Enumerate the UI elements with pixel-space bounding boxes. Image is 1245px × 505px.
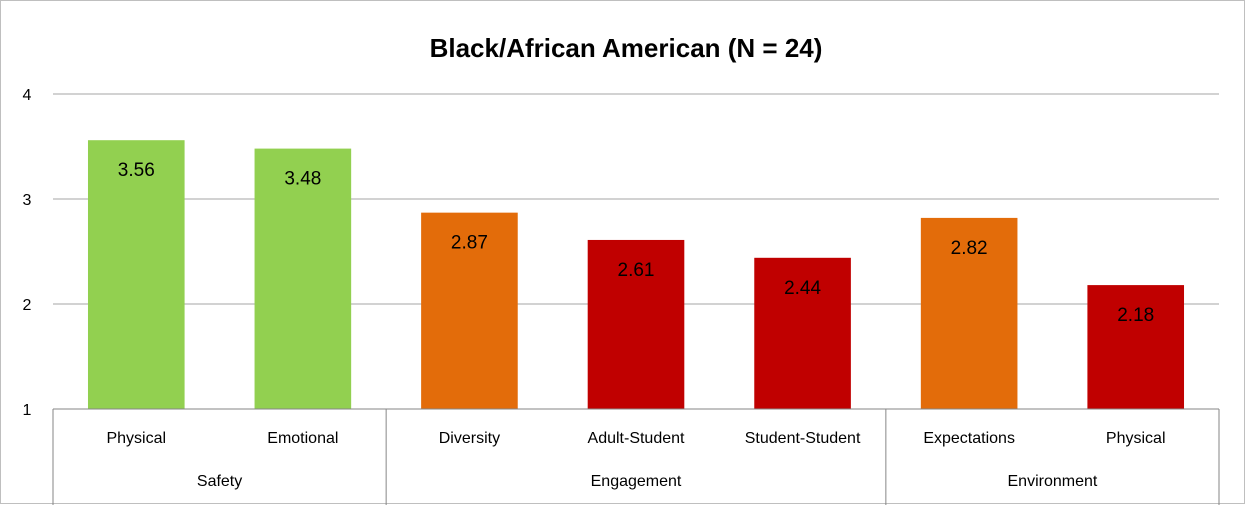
bar-safety-physical xyxy=(87,140,185,409)
bar-environment-physical xyxy=(1087,285,1185,409)
data-label: 3.56 xyxy=(118,160,155,181)
x-group-label: Engagement xyxy=(591,473,682,490)
x-category-label: Adult-Student xyxy=(588,430,686,447)
x-category-label: Emotional xyxy=(267,430,338,447)
bar-engagement-diversity xyxy=(421,212,518,409)
bar-safety-emotional xyxy=(254,148,352,409)
data-label: 2.82 xyxy=(951,238,988,259)
x-category-label: Expectations xyxy=(923,430,1015,447)
x-group-label: Environment xyxy=(1008,473,1098,490)
data-label: 2.61 xyxy=(618,260,655,281)
data-label: 2.44 xyxy=(784,278,821,299)
y-tick-label: 1 xyxy=(23,402,32,419)
y-tick-label: 3 xyxy=(23,192,32,209)
data-label: 3.48 xyxy=(284,169,321,190)
data-label: 2.87 xyxy=(451,233,488,254)
y-tick-label: 4 xyxy=(23,87,32,104)
x-category-label: Physical xyxy=(1106,430,1166,447)
x-axis: Physical Emotional Diversity Adult-Student S… xyxy=(52,408,1220,505)
data-labels: 3.56 3.48 2.87 2.61 2.44 2.82 2.18 xyxy=(118,160,1154,326)
bars xyxy=(87,140,1185,409)
y-axis-ticks: 1 2 3 4 xyxy=(23,87,32,419)
data-label: 2.18 xyxy=(1117,305,1154,326)
x-category-label: Diversity xyxy=(439,430,500,447)
bar-environment-expectations xyxy=(920,217,1018,409)
x-category-label: Physical xyxy=(106,430,166,447)
x-category-label: Student-Student xyxy=(745,430,861,447)
y-tick-label: 2 xyxy=(23,297,32,314)
x-group-label: Safety xyxy=(197,473,242,490)
chart-title: Black/African American (N = 24) xyxy=(430,33,823,63)
bar-engagement-adult-student xyxy=(587,239,685,409)
bar-engagement-student-student xyxy=(754,257,851,409)
